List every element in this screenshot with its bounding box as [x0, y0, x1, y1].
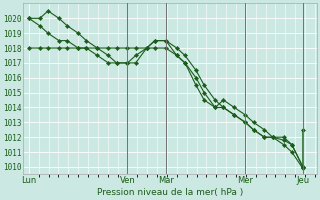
- X-axis label: Pression niveau de la mer( hPa ): Pression niveau de la mer( hPa ): [97, 188, 243, 197]
